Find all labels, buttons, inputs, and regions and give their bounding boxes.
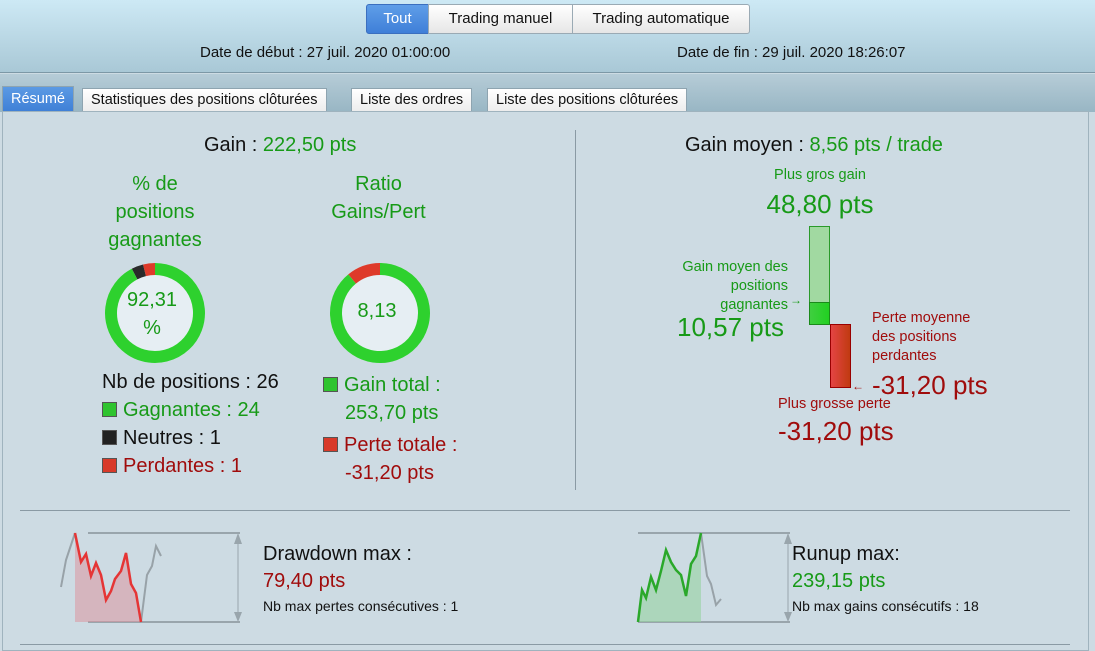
avg-gain-label: Gain moyen :	[685, 134, 804, 156]
divider	[20, 510, 1070, 511]
summary-panel	[2, 111, 1089, 651]
drawdown-sparkline	[60, 532, 242, 623]
ratio-title: Ratio Gains/Pert	[326, 170, 431, 226]
biggest-loss-value: -31,20 pts	[778, 416, 894, 446]
donut-center	[330, 263, 430, 363]
avg-loss-value: -31,20 pts	[872, 370, 988, 400]
area-fill	[75, 533, 141, 622]
start-date: Date de début : 27 juil. 2020 01:00:00	[200, 44, 451, 61]
main-line	[73, 532, 143, 623]
positions-donut	[105, 263, 205, 363]
avg-win-label: Gain moyen des positions gagnantes	[660, 258, 788, 315]
value-line: 92,31	[126, 289, 178, 311]
total-loss: Perte totale : -31,20 pts	[323, 431, 457, 487]
losers-label: Perdantes : 1	[123, 455, 242, 477]
max-gain-bar	[809, 226, 830, 303]
biggest-gain-label: Plus gros gain	[774, 167, 866, 183]
donut-segment-neutrals	[131, 264, 147, 280]
gain-line: Gain : 222,50 pts	[204, 134, 356, 157]
tab-closed-positions[interactable]: Liste des positions clôturées	[487, 88, 688, 112]
green-square-icon	[323, 377, 338, 392]
label-line: positions	[730, 278, 788, 294]
post-line	[140, 542, 162, 623]
divider	[20, 644, 1070, 645]
divider	[575, 130, 576, 490]
arrow-left-icon: ←	[852, 379, 864, 393]
tab-closed-stats[interactable]: Statistiques des positions clôturées	[82, 88, 327, 112]
win-pct-title: % de positions gagnantes	[80, 170, 230, 254]
total-gain-label: Gain total :	[344, 374, 441, 396]
total-loss-value: -31,20 pts	[345, 462, 434, 484]
runup-sub: Nb max gains consécutifs : 18	[792, 598, 979, 614]
avg-win-value: 10,57 pts	[677, 312, 784, 342]
donut-segment-gain	[330, 263, 430, 363]
runup-value: 239,15 pts	[792, 570, 886, 592]
win-pct-value: 92,31 %	[102, 286, 202, 342]
ratio-value: 8,13	[357, 300, 397, 322]
avg-gain-value: 8,56 pts / trade	[809, 134, 943, 156]
label-line: Perte moyenne	[872, 310, 971, 326]
neutrals-label: Neutres : 1	[123, 427, 221, 449]
donut-segment-loss	[348, 263, 381, 284]
filter-manual-button[interactable]: Trading manuel	[428, 4, 573, 34]
red-square-icon	[323, 437, 338, 452]
title-line: Ratio	[355, 173, 402, 195]
label-line: perdantes	[872, 348, 937, 364]
nb-positions: Nb de positions : 26	[102, 371, 279, 393]
post-line	[700, 532, 722, 608]
value-line: %	[143, 317, 161, 339]
gain-value: 222,50 pts	[262, 134, 357, 156]
neutrals-legend: Neutres : 1	[102, 427, 221, 450]
runup-label: Runup max:	[792, 543, 900, 565]
main-line	[636, 532, 703, 623]
area-fill	[638, 533, 701, 622]
avg-gain-bar	[809, 302, 830, 325]
ratio-donut	[330, 263, 430, 363]
avg-loss-label: Perte moyenne des positions perdantes	[872, 309, 970, 366]
title-line: Gains/Pert	[331, 201, 426, 223]
biggest-gain-value: 48,80 pts	[766, 189, 874, 219]
label-line: gagnantes	[720, 297, 788, 313]
gain-label: Gain :	[204, 134, 258, 156]
winners-legend: Gagnantes : 24	[102, 399, 260, 422]
total-loss-label: Perte totale :	[344, 434, 458, 456]
title-line: gagnantes	[108, 229, 202, 251]
losers-legend: Perdantes : 1	[102, 455, 242, 478]
donut-segment-winners	[105, 263, 205, 363]
arrow-right-icon: →	[790, 293, 802, 307]
end-date: Date de fin : 29 juil. 2020 18:26:07	[677, 44, 906, 61]
total-gain: Gain total : 253,70 pts	[323, 371, 441, 427]
avg-gain-line: Gain moyen : 8,56 pts / trade	[685, 134, 943, 157]
filter-auto-button[interactable]: Trading automatique	[572, 4, 750, 34]
drawdown-value: 79,40 pts	[263, 570, 346, 592]
arrowhead-icon	[784, 533, 792, 622]
label-line: Gain moyen des	[682, 259, 788, 275]
label-line: des positions	[872, 329, 957, 345]
title-line: % de	[132, 173, 178, 195]
avg-loss-bar	[830, 324, 851, 388]
black-square-icon	[102, 430, 117, 445]
donut-segment-losers	[143, 263, 156, 277]
tab-orders[interactable]: Liste des ordres	[351, 88, 473, 112]
drawdown-label: Drawdown max :	[263, 543, 412, 565]
title-line: positions	[115, 201, 195, 223]
tab-summary[interactable]: Résumé	[2, 86, 74, 112]
drawdown-sub: Nb max pertes consécutives : 1	[263, 598, 459, 614]
arrowhead-icon	[234, 533, 242, 622]
runup-sparkline	[636, 532, 792, 623]
pre-line	[60, 532, 76, 588]
donut-center	[105, 263, 205, 363]
green-square-icon	[102, 402, 117, 417]
filter-all-button[interactable]: Tout	[366, 4, 429, 34]
winners-label: Gagnantes : 24	[123, 399, 260, 421]
total-gain-value: 253,70 pts	[345, 402, 439, 424]
biggest-loss-label: Plus grosse perte	[778, 396, 891, 412]
red-square-icon	[102, 458, 117, 473]
